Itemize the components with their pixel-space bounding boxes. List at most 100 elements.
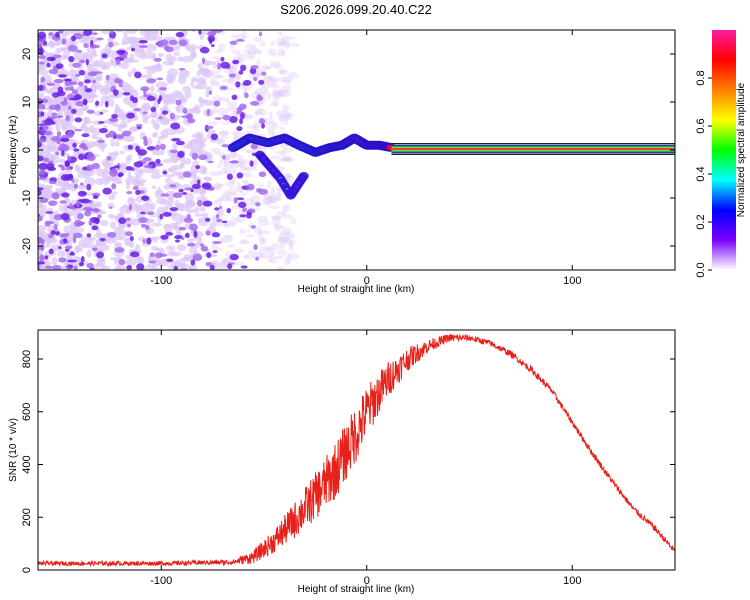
- noise-speckle: [184, 192, 194, 202]
- noise-speckle-dark: [190, 259, 196, 266]
- noise-speckle-dark: [258, 31, 263, 37]
- noise-speckle: [151, 132, 157, 138]
- noise-speckle: [210, 147, 221, 154]
- noise-speckle-dark: [55, 63, 64, 69]
- noise-speckle: [145, 69, 157, 75]
- noise-speckle: [90, 53, 99, 58]
- colorbar-tick-label: 0.0: [695, 262, 707, 277]
- noise-speckle: [81, 92, 93, 99]
- noise-speckle-dark: [80, 256, 85, 263]
- noise-speckle-dark: [198, 154, 208, 161]
- noise-speckle-dark: [211, 44, 215, 48]
- spectrogram-marks: [38, 30, 675, 270]
- noise-speckle-dark: [86, 233, 92, 238]
- colorbar-ticks: 0.0 0.2 0.4 0.6 0.8: [695, 70, 712, 278]
- noise-speckle: [51, 256, 58, 266]
- noise-speckle: [250, 194, 261, 204]
- colorbar-tick-label: 0.2: [695, 214, 707, 229]
- noise-speckle: [188, 266, 195, 270]
- noise-speckle-dark: [126, 191, 133, 195]
- noise-speckle: [279, 242, 286, 249]
- noise-speckle-dark: [129, 251, 140, 258]
- noise-speckle: [260, 85, 267, 92]
- noise-speckle: [187, 238, 194, 243]
- noise-speckle-dark: [94, 217, 100, 225]
- noise-speckle: [141, 74, 153, 79]
- noise-speckle-dark: [130, 47, 136, 52]
- noise-speckle: [246, 234, 255, 238]
- snr-y-ticks: 0 200 400 600 800: [21, 350, 675, 573]
- noise-speckle: [114, 30, 124, 33]
- noise-speckle: [260, 64, 271, 70]
- noise-speckle: [241, 179, 248, 184]
- noise-speckle: [276, 88, 284, 98]
- noise-speckle-dark: [178, 39, 188, 47]
- noise-speckle-dark: [216, 218, 223, 223]
- noise-speckle-dark: [208, 90, 212, 95]
- noise-speckle-dark: [51, 112, 58, 116]
- noise-speckle: [218, 159, 227, 165]
- noise-speckle: [191, 30, 196, 33]
- spectrogram-x-tick-label: 100: [563, 275, 581, 287]
- noise-speckle: [84, 177, 96, 186]
- noise-speckle: [278, 233, 284, 242]
- noise-speckle-dark: [84, 210, 92, 217]
- noise-speckle-dark: [142, 111, 148, 115]
- noise-speckle: [211, 55, 220, 60]
- noise-speckle-dark: [39, 197, 49, 204]
- noise-speckle: [210, 243, 219, 249]
- noise-speckle: [38, 249, 41, 257]
- noise-speckle: [236, 163, 243, 168]
- noise-speckle: [175, 91, 184, 99]
- noise-speckle: [269, 102, 279, 107]
- noise-speckle-dark: [60, 233, 70, 236]
- noise-speckle: [212, 247, 224, 251]
- noise-speckle: [211, 108, 218, 114]
- noise-speckle: [101, 64, 108, 69]
- noise-speckle: [227, 187, 238, 196]
- noise-speckle-dark: [40, 111, 45, 117]
- noise-speckle: [110, 138, 115, 147]
- noise-speckle: [88, 124, 95, 130]
- noise-speckle: [145, 264, 154, 270]
- noise-speckle-dark: [190, 188, 194, 193]
- noise-speckle: [239, 161, 249, 165]
- noise-speckle: [92, 48, 97, 54]
- noise-speckle: [254, 88, 264, 96]
- spectrogram-x-ticks: -100 0 100: [150, 30, 581, 287]
- noise-speckle-dark: [125, 166, 134, 171]
- noise-speckle-dark: [249, 160, 254, 167]
- noise-speckle-dark: [61, 192, 70, 198]
- noise-speckle: [242, 113, 254, 121]
- noise-speckle-dark: [70, 85, 74, 92]
- noise-speckle-dark: [111, 168, 118, 175]
- noise-speckle: [256, 107, 264, 115]
- noise-speckle-dark: [113, 89, 119, 96]
- noise-speckle-dark: [75, 101, 85, 107]
- noise-speckle: [162, 99, 172, 103]
- noise-speckle: [107, 194, 116, 200]
- noise-speckle: [248, 249, 254, 253]
- noise-speckle-dark: [81, 198, 91, 204]
- noise-speckle: [214, 50, 223, 54]
- noise-speckle-dark: [38, 187, 44, 191]
- noise-speckle-dark: [165, 46, 174, 53]
- noise-speckle-dark: [191, 152, 199, 160]
- noise-speckle-dark: [253, 76, 258, 82]
- noise-speckle-dark: [64, 80, 73, 87]
- noise-speckle: [48, 87, 54, 95]
- noise-speckle: [78, 184, 87, 188]
- noise-speckle: [141, 102, 151, 111]
- noise-speckle-dark: [40, 238, 45, 245]
- noise-speckle: [289, 243, 294, 252]
- noise-speckle: [276, 110, 285, 118]
- noise-speckle: [211, 214, 218, 224]
- noise-speckle-dark: [68, 55, 75, 63]
- noise-speckle: [155, 30, 160, 36]
- noise-speckle-dark: [86, 183, 92, 191]
- noise-speckle-dark: [72, 232, 83, 239]
- noise-speckle-dark: [40, 76, 46, 83]
- noise-speckle-dark: [253, 244, 258, 251]
- noise-speckle-dark: [250, 65, 259, 69]
